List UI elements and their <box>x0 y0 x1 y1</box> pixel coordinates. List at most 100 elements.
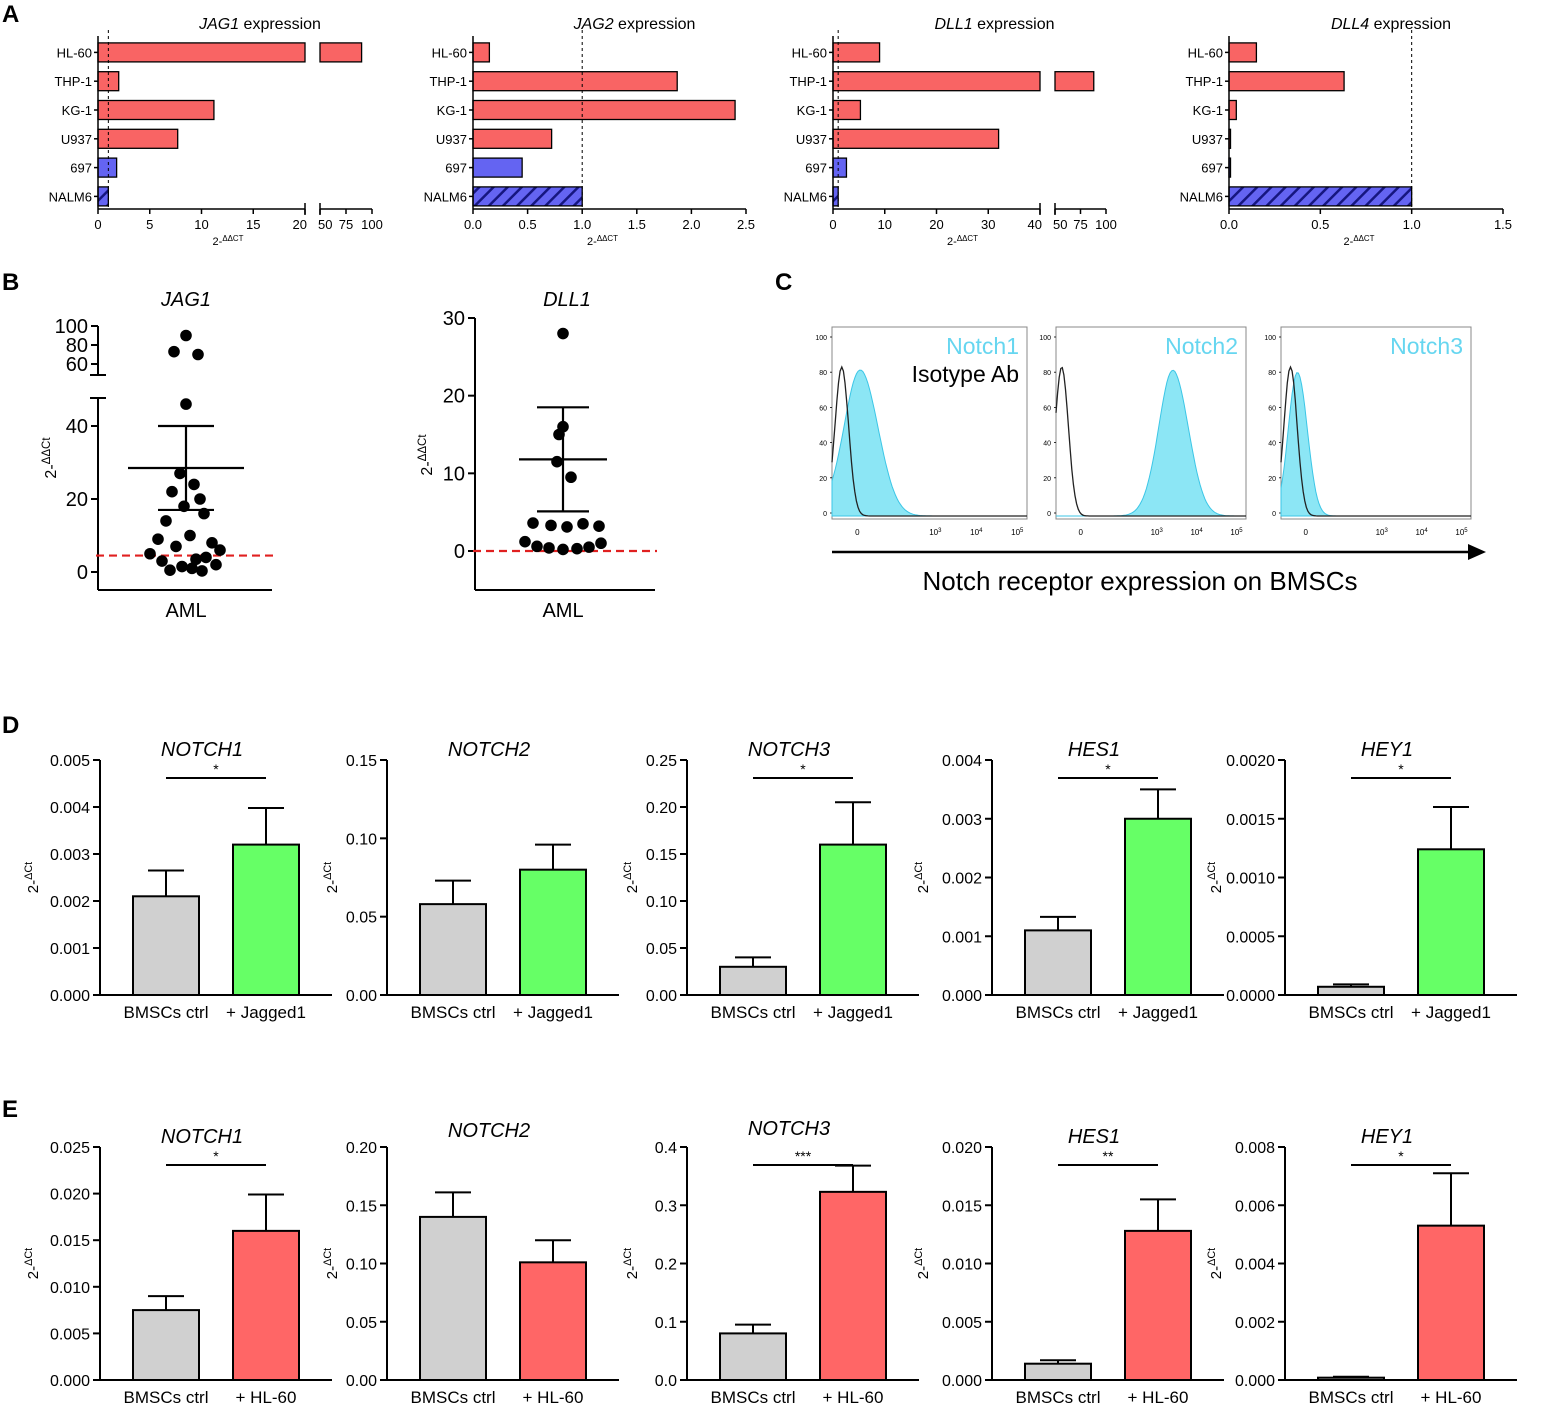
y-tick-label: 0.2 <box>655 1257 677 1274</box>
dll1-aml-scatter-plot: DLL1 0 10 20 30 2-ΔΔCt AML <box>417 289 657 622</box>
dll4-expression-bar-chart: DLL4 expression HL-60 THP-1 KG-1 U937 697 NALM… <box>1180 16 1512 248</box>
category-label: KG-1 <box>437 103 467 118</box>
data-point <box>194 493 206 505</box>
y-axis-label: 2-ΔCt <box>23 862 42 893</box>
category-label: NALM6 <box>784 189 827 204</box>
y-tick-label: 0.020 <box>50 1187 90 1204</box>
data-point <box>180 398 192 410</box>
flow-y-tick-label: 40 <box>819 441 827 448</box>
chart-title-gene: JAG2 <box>573 16 614 33</box>
bar-segment-high <box>1054 71 1095 92</box>
bar <box>1228 186 1413 207</box>
significance-marker: * <box>1398 761 1404 777</box>
chart-title: DLL4 expression <box>1331 16 1451 33</box>
data-point <box>190 553 202 566</box>
flow-x-tick-exponent: 4 <box>1199 528 1203 534</box>
data-point <box>168 345 180 358</box>
hes1-hl60-bar-chart: HES10.0000.0050.0100.0150.0202-ΔCtBMSCs … <box>913 1126 1224 1407</box>
chart-title-suffix: expression <box>239 16 321 33</box>
significance-marker: * <box>213 1148 219 1164</box>
x-tick-label: 100 <box>361 217 383 232</box>
x-tick-label: 50 <box>1053 217 1067 232</box>
isotype-label: Isotype Ab <box>912 361 1019 387</box>
control-bar <box>132 1309 200 1381</box>
y-tick-label: 0.0005 <box>1226 929 1275 946</box>
flow-x-tick-label: 104 <box>1415 528 1428 537</box>
flow-histogram-3: 0 20 40 60 80 100 0 103 104 105 Notch3 <box>1264 326 1472 537</box>
y-axis-label: 2-ΔCt <box>1206 862 1225 893</box>
flow-x-tick-exponent: 3 <box>938 528 942 534</box>
bar <box>97 128 179 149</box>
control-bar <box>719 1332 787 1382</box>
y-axis-label-exponent: ΔCt <box>622 862 634 880</box>
y-axis-label-exponent: ΔΔCt <box>41 437 53 465</box>
x-axis-label-exponent: ΔΔCT <box>597 234 618 243</box>
y-tick-label: 0.000 <box>50 1373 90 1390</box>
data-point <box>583 541 595 553</box>
x-axis-label: 2-ΔΔCT <box>947 234 978 249</box>
y-tick-label: 30 <box>443 308 465 330</box>
receptor-label: Notch3 <box>1390 333 1463 359</box>
x-tick-label: 1.5 <box>1494 217 1512 232</box>
treatment-bar <box>232 1229 300 1381</box>
x-tick-label: 0.0 <box>1220 217 1238 232</box>
data-point <box>595 537 607 550</box>
y-axis-label-base: 2- <box>624 1266 641 1279</box>
data-point <box>210 558 222 571</box>
data-point <box>545 519 557 532</box>
data-point <box>166 485 178 498</box>
y-tick-label: 0.002 <box>50 894 90 911</box>
x-tick-label: 50 <box>318 217 332 232</box>
bar <box>472 42 491 63</box>
x-tick-label: 0.0 <box>464 217 482 232</box>
chart-title: HEY1 <box>1361 1126 1413 1148</box>
data-point <box>164 564 176 576</box>
y-tick-label: 0.10 <box>346 1257 377 1274</box>
significance-marker: * <box>800 761 806 777</box>
y-axis-label-exponent: ΔCt <box>23 1248 35 1266</box>
y-tick-label: 20 <box>443 386 465 408</box>
category-label: 697 <box>1201 161 1223 176</box>
category-label: BMSCs ctrl <box>124 1003 209 1022</box>
x-tick-label: 75 <box>1073 217 1087 232</box>
y-tick-label: 0.1 <box>655 1315 677 1332</box>
panel-label-d: D <box>2 712 19 739</box>
y-tick-label: 0.015 <box>50 1233 90 1250</box>
chart-title-suffix: expression <box>614 16 696 33</box>
flow-x-tick-label: 103 <box>1151 528 1164 537</box>
flow-y-tick-label: 20 <box>819 476 827 483</box>
y-tick-label: 0.005 <box>50 1326 90 1343</box>
x-tick-label: 2.0 <box>682 217 700 232</box>
x-axis-label-exponent: ΔΔCT <box>957 234 978 243</box>
y-axis-label-exponent: ΔCt <box>1206 862 1218 880</box>
bar <box>97 186 109 207</box>
flow-y-tick-label: 100 <box>815 335 827 342</box>
y-axis-label: 2-ΔCt <box>622 1248 641 1279</box>
y-tick-label: 0.015 <box>942 1198 982 1215</box>
y-tick-label: 0.020 <box>942 1140 982 1157</box>
flow-y-tick-label: 100 <box>1264 335 1276 342</box>
flow-x-tick-label: 103 <box>929 528 942 537</box>
x-axis-label-exponent: ΔΔCT <box>1353 234 1374 243</box>
treatment-bar <box>1124 1229 1192 1381</box>
y-tick-label: 0.3 <box>655 1198 677 1215</box>
data-point <box>160 515 172 527</box>
flow-x-tick-exponent: 5 <box>1020 528 1024 534</box>
bar <box>97 99 215 121</box>
x-tick-label: 10 <box>194 217 208 232</box>
x-tick-label: 0.5 <box>519 217 537 232</box>
category-label: + Jagged1 <box>226 1003 306 1022</box>
y-tick-label: 0.0015 <box>1226 812 1275 829</box>
flow-x-tick-label: 103 <box>1376 528 1389 537</box>
isotype-histogram <box>831 365 1027 517</box>
flow-histogram-2: 0 20 40 60 80 100 0 103 104 105 Notch2 <box>1039 326 1247 537</box>
y-axis-label: 2-ΔΔCt <box>417 434 436 476</box>
y-tick-label: 0.00 <box>346 1373 377 1390</box>
flow-x-tick-exponent: 5 <box>1464 528 1468 534</box>
data-point <box>188 478 200 491</box>
y-tick-label: 40 <box>66 416 88 438</box>
dll1-expression-bar-chart: DLL1 expression HL-60 THP-1 KG-1 U937 697 NALM… <box>784 16 1117 248</box>
category-label: HL-60 <box>432 45 467 60</box>
